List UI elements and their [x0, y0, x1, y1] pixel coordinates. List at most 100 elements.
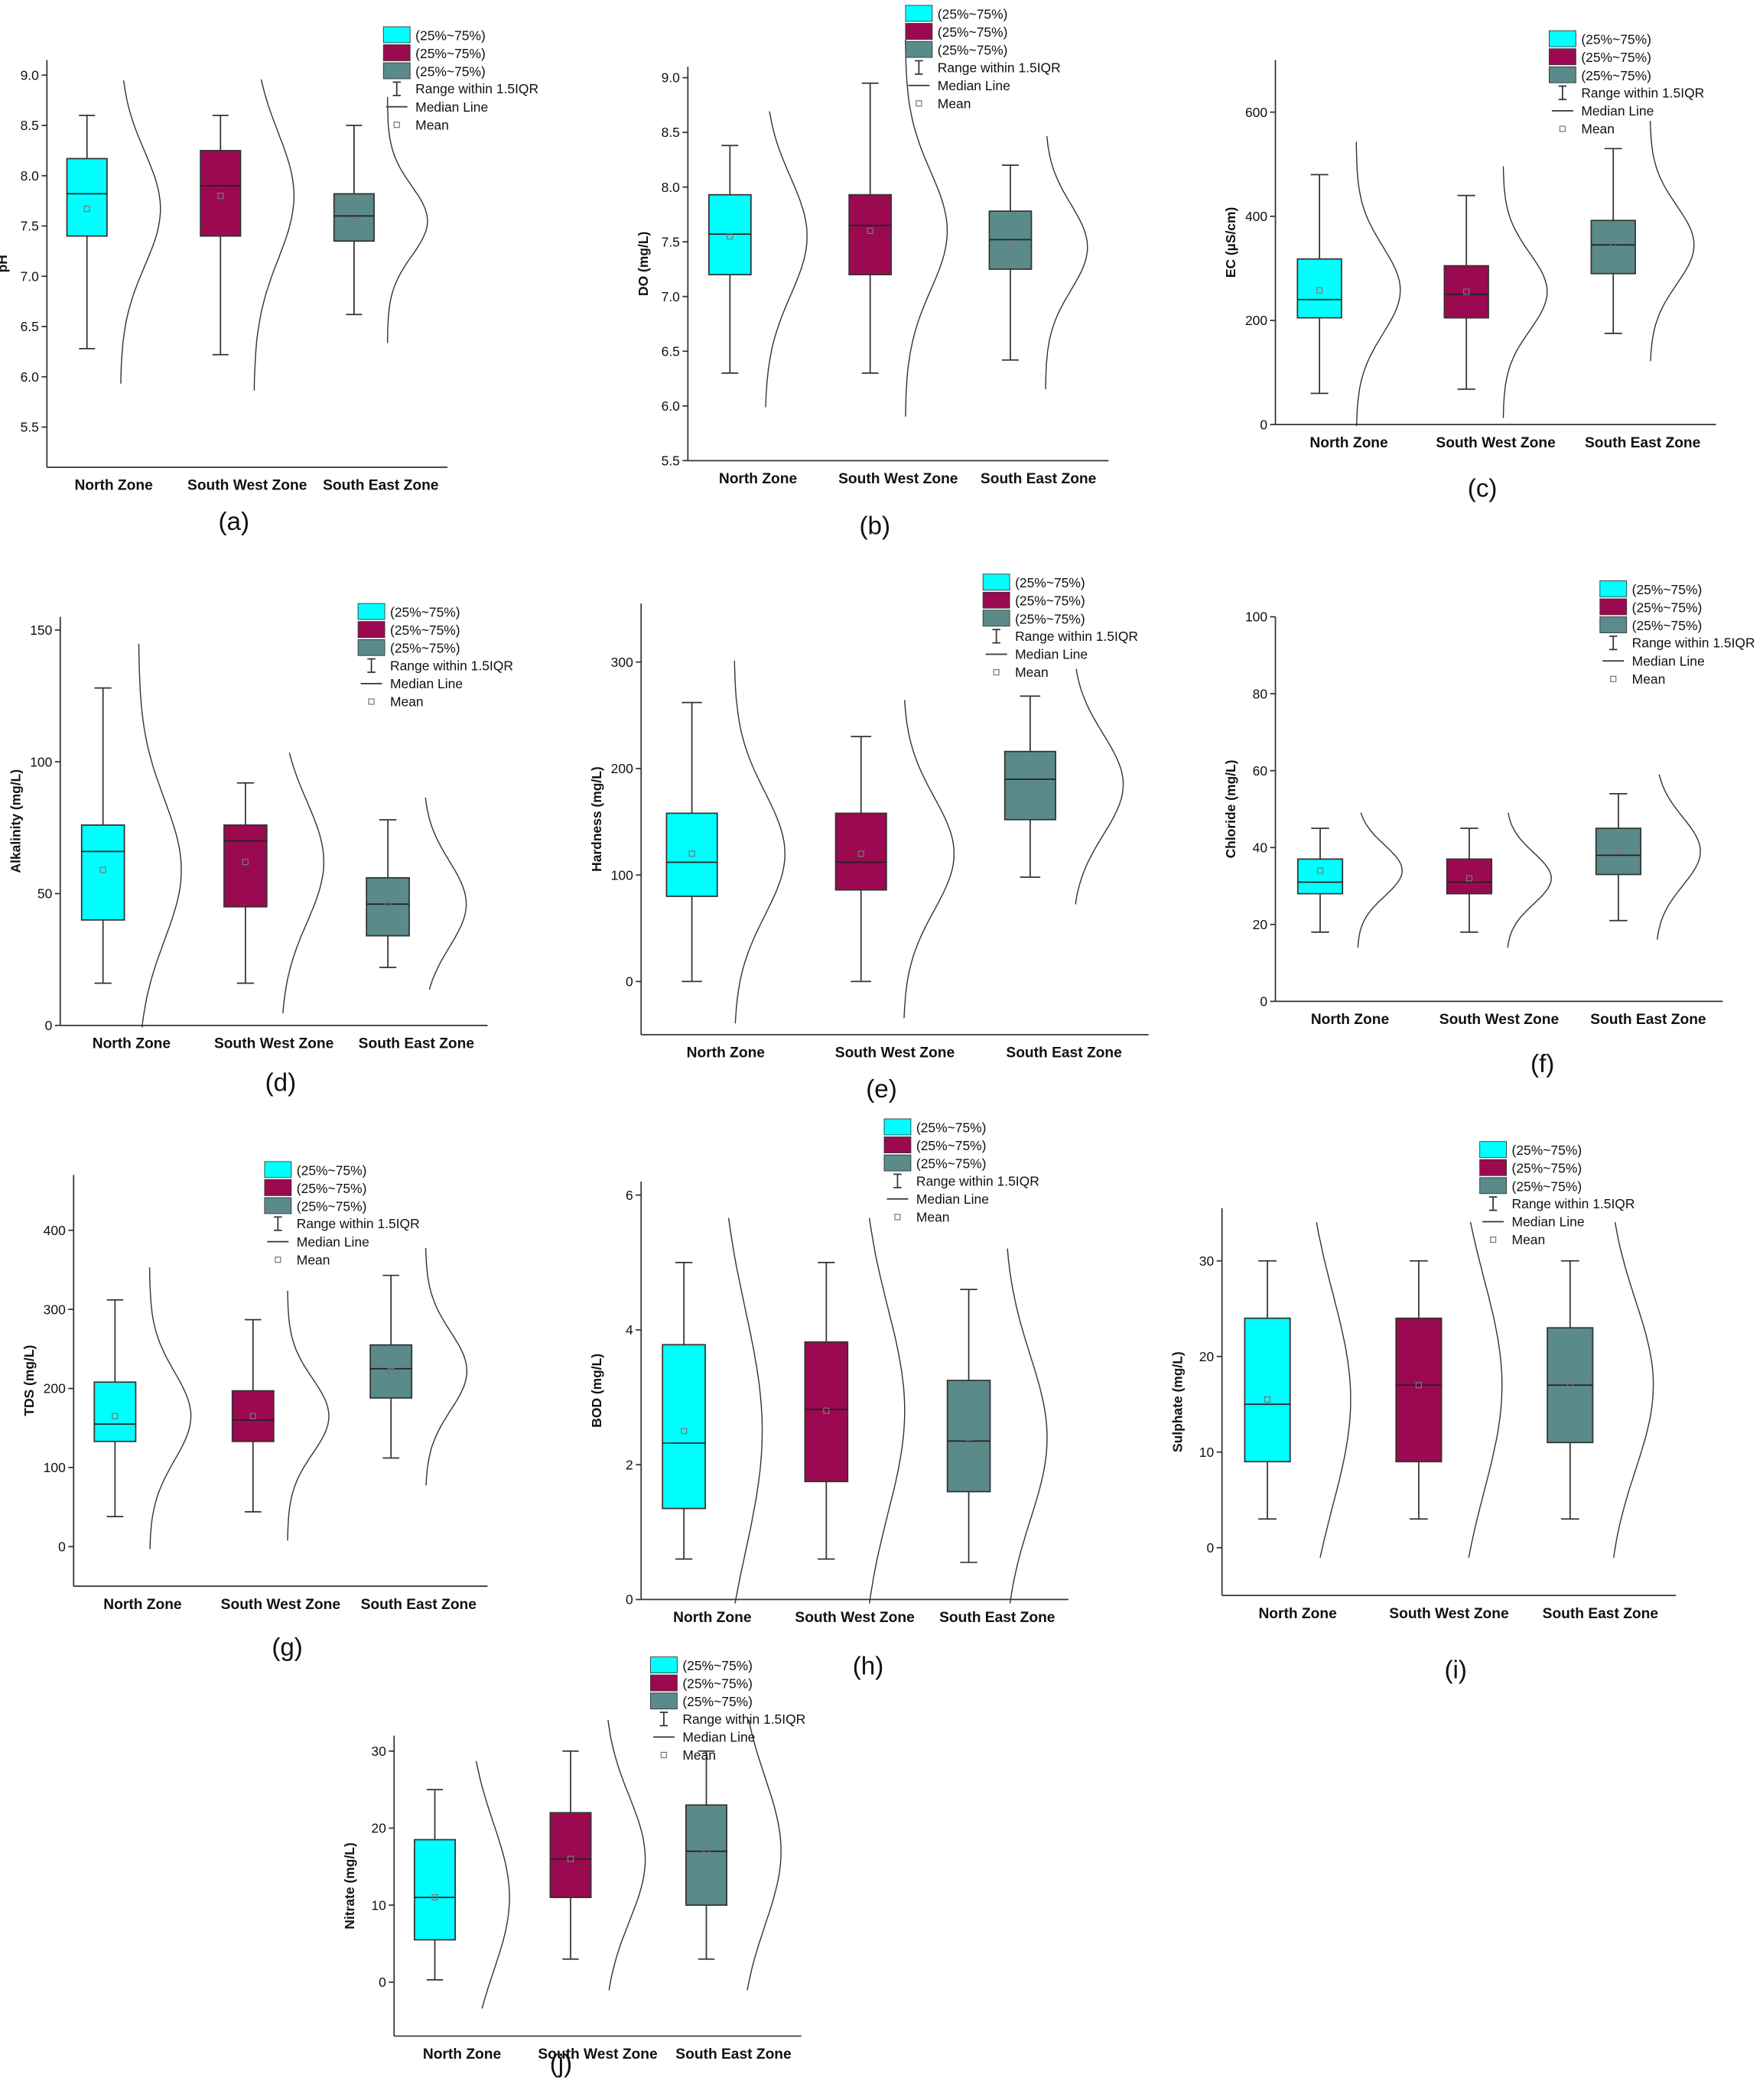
- distribution-curve: [765, 111, 808, 408]
- y-tick-label: 600: [1245, 105, 1267, 120]
- legend-label: (25%~75%): [938, 24, 1008, 40]
- legend-icon: [993, 668, 1000, 676]
- legend-label: (25%~75%): [1015, 575, 1085, 590]
- legend-swatch: [905, 23, 933, 40]
- distribution-curve: [1502, 166, 1548, 418]
- legend-swatch: [1599, 598, 1628, 616]
- mean-marker: [350, 217, 357, 225]
- legend-swatch: [982, 591, 1010, 609]
- legend-label: Range within 1.5IQR: [1512, 1196, 1635, 1211]
- y-tick-label: 100: [30, 754, 52, 769]
- mean-marker: [217, 192, 224, 200]
- y-tick-label: 400: [44, 1223, 66, 1238]
- legend-label: (25%~75%): [1512, 1178, 1582, 1194]
- mean-marker: [1316, 867, 1324, 874]
- x-tick-label: South East Zone: [323, 478, 439, 494]
- legend-label: (25%~75%): [938, 6, 1008, 21]
- legend-label: (25%~75%): [297, 1181, 367, 1196]
- legend-label: (25%~75%): [916, 1120, 987, 1135]
- legend-swatch: [264, 1179, 292, 1196]
- legend-swatch: [883, 1118, 912, 1136]
- legend-swatch: [650, 1656, 678, 1673]
- legend-swatch: [264, 1197, 292, 1214]
- legend-label: Range within 1.5IQR: [415, 81, 538, 96]
- legend-label: Mean: [390, 694, 424, 710]
- y-tick-label: 7.5: [662, 234, 680, 249]
- distribution-curve: [120, 80, 161, 384]
- y-tick-label: 8.5: [21, 118, 39, 133]
- legend-label: (25%~75%): [1015, 593, 1085, 609]
- legend-icon: [894, 1214, 901, 1221]
- distribution-curve: [733, 660, 786, 1024]
- y-axis-label: Hardness (mg/L): [589, 766, 604, 872]
- y-tick-label: 8.0: [21, 168, 40, 184]
- legend-swatch: [264, 1161, 292, 1178]
- box: [1244, 1317, 1291, 1463]
- legend-label: Mean: [938, 96, 971, 111]
- chart-panel: 0 200 400 600 EC (µS/cm) North Zone South West…: [1223, 30, 1716, 502]
- mean-marker: [1463, 288, 1470, 295]
- legend-label: (25%~75%): [682, 1694, 753, 1709]
- y-tick-label: 6: [626, 1188, 633, 1203]
- y-tick-label: 0: [1207, 1540, 1215, 1555]
- legend-swatch: [357, 639, 385, 656]
- mean-marker: [1415, 1382, 1423, 1389]
- x-tick-label: North Zone: [1309, 435, 1388, 451]
- x-tick-label: North Zone: [673, 1610, 752, 1626]
- legend-label: Median Line: [390, 676, 463, 691]
- y-tick-label: 6.5: [21, 319, 39, 334]
- legend-label: (25%~75%): [916, 1138, 987, 1153]
- box: [93, 1381, 137, 1442]
- legend-swatch: [1599, 580, 1628, 597]
- legend-label: (25%~75%): [1512, 1161, 1582, 1176]
- mean-marker: [688, 850, 695, 857]
- y-tick-label: 0: [45, 1018, 53, 1033]
- chart-panel: 0 10 20 30 Sulphate (mg/L) North Zone South We…: [1169, 1141, 1677, 1685]
- legend-swatch: [982, 610, 1010, 627]
- mean-marker: [249, 1412, 256, 1419]
- box: [549, 1812, 592, 1899]
- legend-label: Mean: [1512, 1232, 1546, 1247]
- box: [414, 1838, 457, 1941]
- legend-swatch: [1548, 48, 1576, 66]
- legend-label: Range within 1.5IQR: [682, 1712, 805, 1727]
- distribution-curve: [607, 1719, 646, 1991]
- x-tick-label: South East Zone: [1006, 1045, 1122, 1061]
- chart-panel: 5.5 6.0 6.5 7.0 7.5 8.0 8.5 9.0 DO (mg/L) North Z…: [636, 5, 1109, 540]
- y-tick-label: 2: [626, 1457, 633, 1472]
- mean-marker: [681, 1428, 688, 1435]
- y-tick-label: 100: [1245, 610, 1267, 625]
- box: [804, 1341, 849, 1483]
- legend-swatch: [1548, 66, 1576, 83]
- mean-marker: [857, 850, 864, 857]
- box: [685, 1804, 727, 1907]
- legend-swatch: [1548, 30, 1576, 47]
- box: [1595, 827, 1642, 876]
- y-tick-label: 200: [611, 761, 633, 776]
- x-tick-label: South East Zone: [675, 2046, 792, 2063]
- legend-label: Range within 1.5IQR: [1581, 85, 1704, 100]
- legend-label: Mean: [682, 1747, 716, 1763]
- box: [848, 193, 893, 275]
- caption: (c): [1468, 474, 1498, 502]
- x-tick-label: North Zone: [1258, 1606, 1337, 1622]
- x-tick-label: North Zone: [423, 2046, 502, 2063]
- distribution-curve: [747, 1719, 782, 1991]
- box: [369, 1344, 413, 1399]
- y-axis-label: Chloride (mg/L): [1223, 760, 1238, 859]
- x-tick-label: North Zone: [687, 1045, 766, 1061]
- y-axis-label: Nitrate (mg/L): [342, 1842, 357, 1929]
- legend-swatch: [382, 44, 411, 61]
- legend-label: (25%~75%): [1581, 68, 1651, 83]
- legend-label: (25%~75%): [297, 1162, 367, 1178]
- legend-swatch: [1479, 1141, 1507, 1159]
- legend-icon: [368, 698, 375, 705]
- legend-swatch: [905, 5, 933, 22]
- x-tick-label: South West Zone: [214, 1036, 334, 1052]
- mean-marker: [83, 206, 90, 213]
- y-tick-label: 6.0: [21, 369, 40, 385]
- x-tick-label: North Zone: [103, 1597, 182, 1613]
- y-tick-label: 50: [37, 886, 53, 902]
- y-tick-label: 150: [30, 623, 52, 638]
